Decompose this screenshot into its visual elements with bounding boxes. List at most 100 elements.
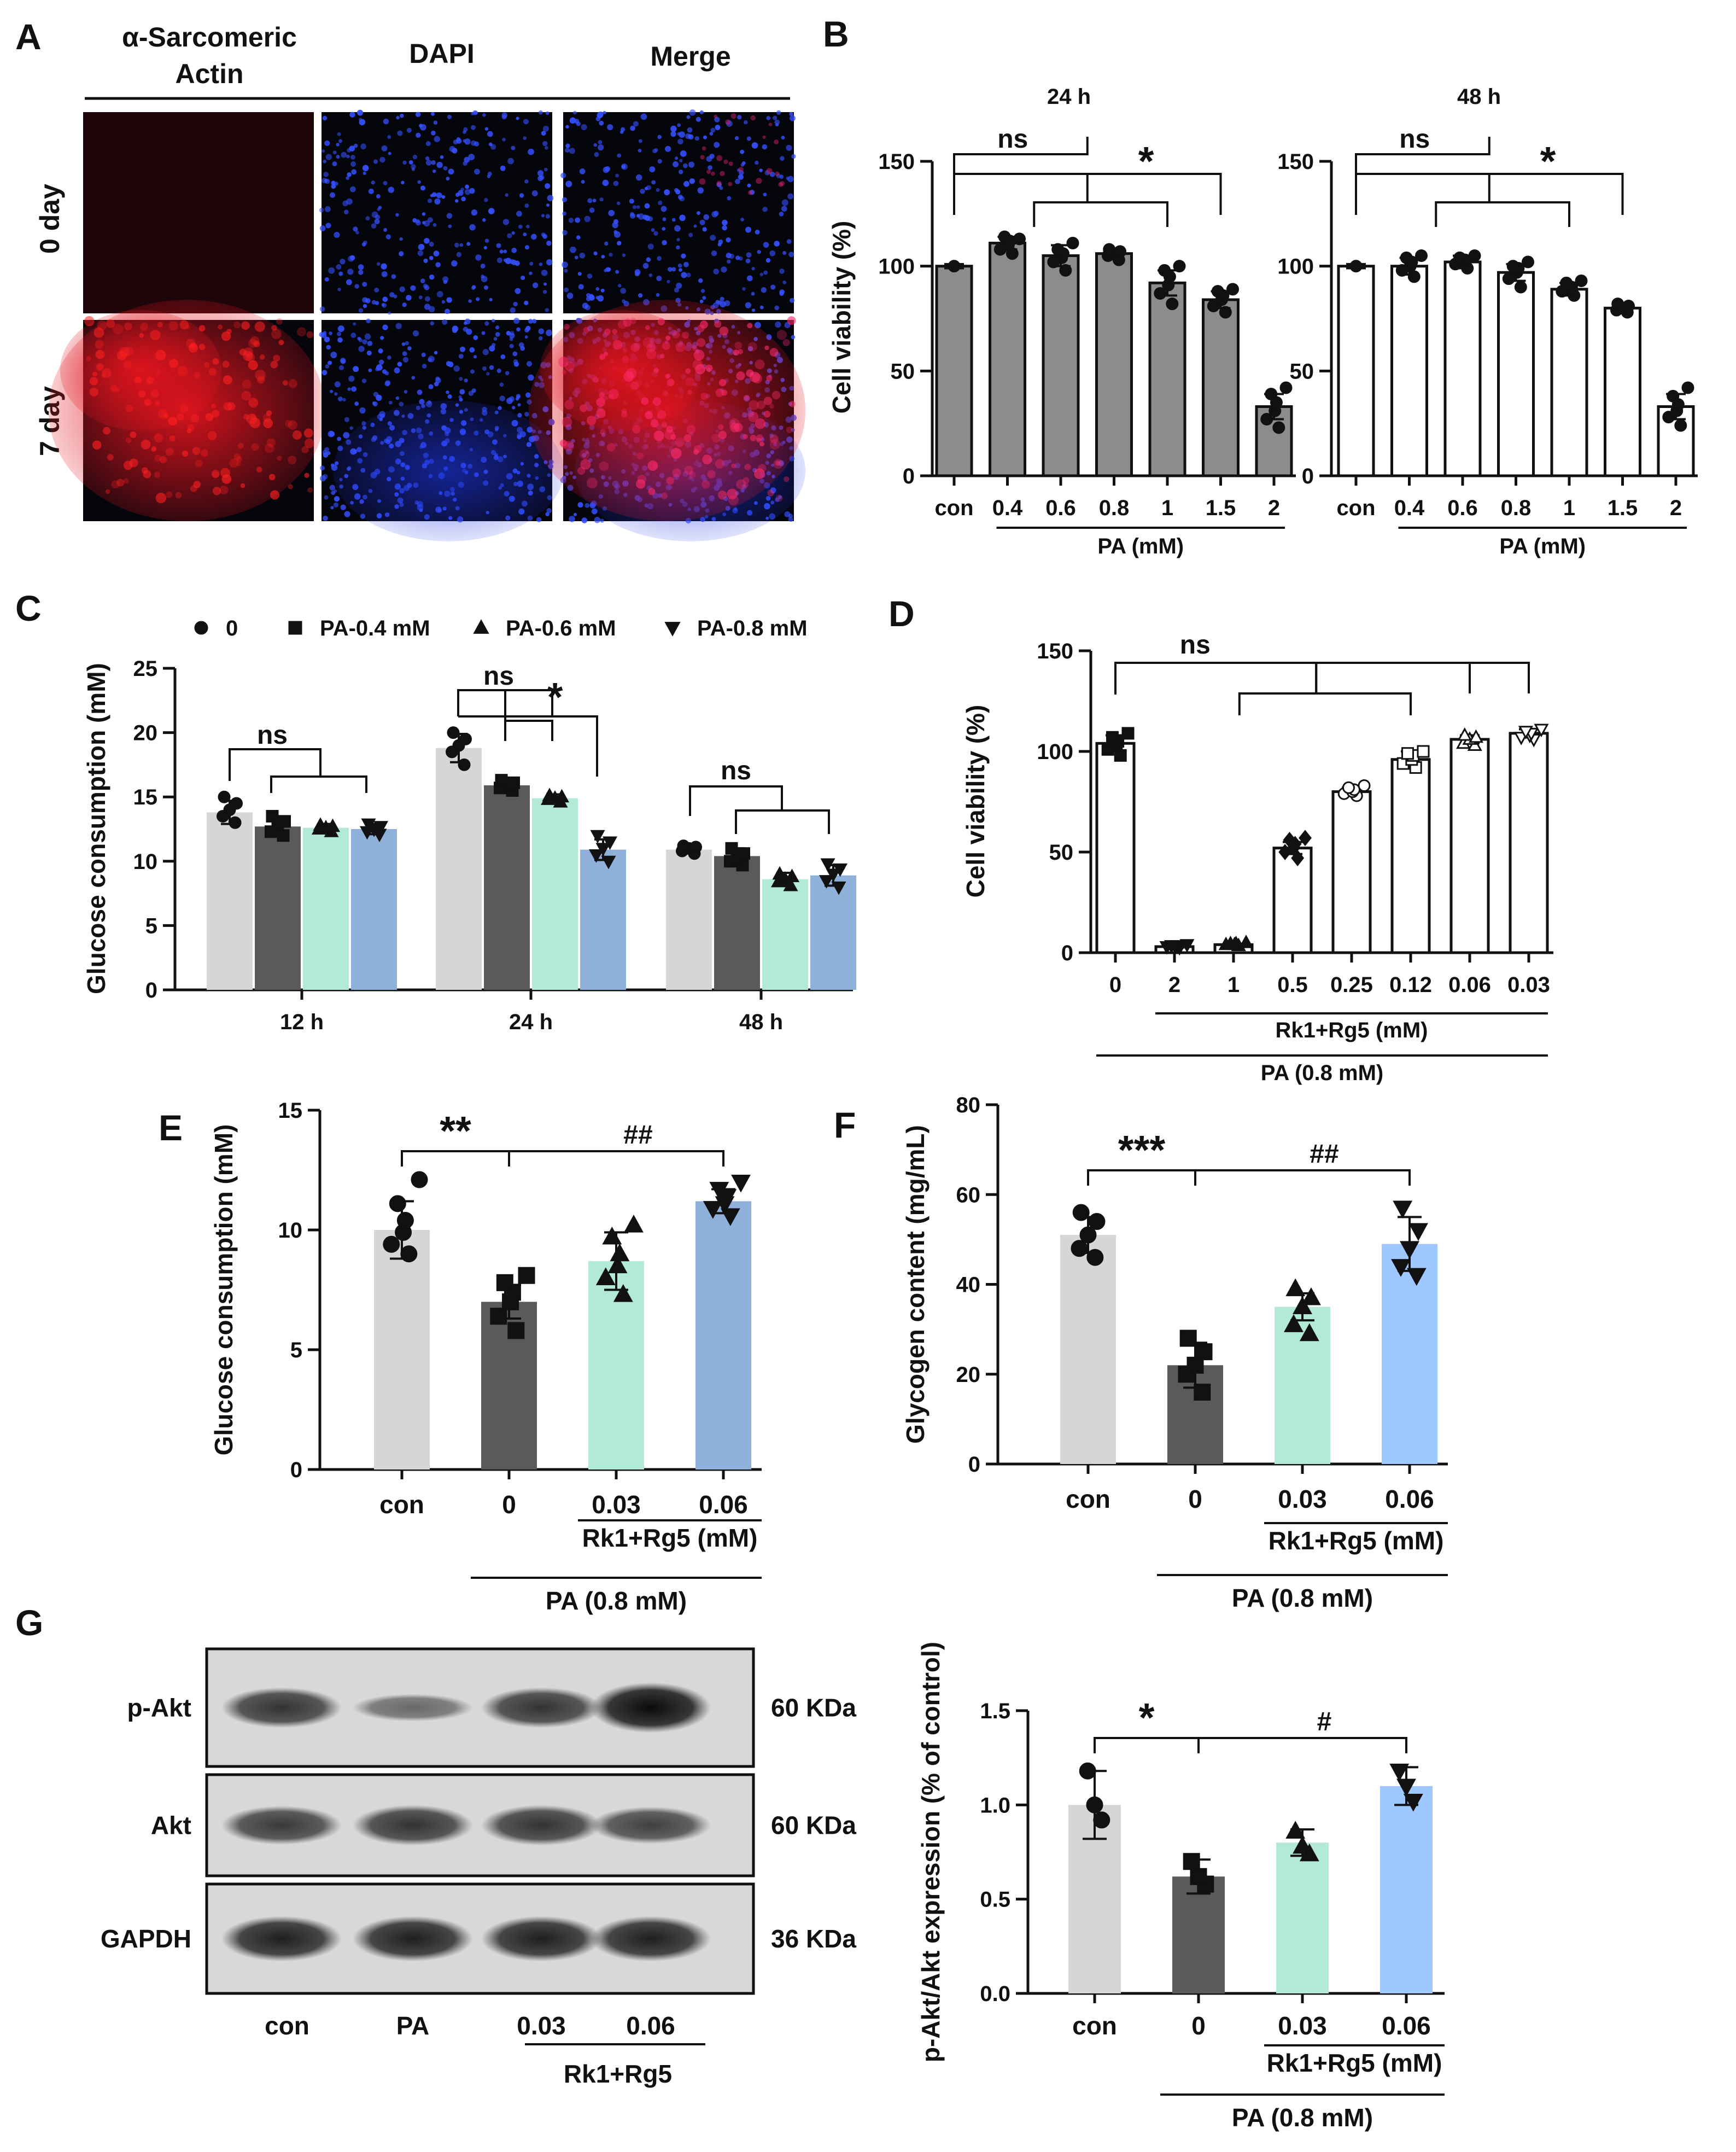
nucleus-dot <box>537 176 543 182</box>
nucleus-dot <box>714 142 720 148</box>
red-speck <box>697 338 706 347</box>
nucleus-dot <box>389 292 395 298</box>
x-tick-label: 0.06 <box>699 1490 748 1519</box>
nucleus-dot <box>649 166 656 173</box>
x-tick-label: 0.03 <box>1507 973 1550 997</box>
nucleus-dot <box>434 136 440 142</box>
nucleus-dot <box>372 401 376 405</box>
nucleus-dot <box>621 163 628 170</box>
data-point <box>1164 940 1179 954</box>
x-tick-label: 0.6 <box>1447 496 1478 520</box>
nucleus-dot <box>565 143 570 148</box>
significance-bracket-ns <box>504 720 553 741</box>
nucleus-dot <box>711 250 717 256</box>
nucleus-dot <box>436 192 442 199</box>
nucleus-dot <box>469 224 476 231</box>
panel-letter-d: D <box>889 593 915 634</box>
panel-e: Glucose consumption (mM) 0 5 10 15 con 0 0.03 0.… <box>159 1099 762 1615</box>
nucleus-dot <box>420 278 425 283</box>
nucleus-dot <box>592 199 597 203</box>
nucleus-dot <box>524 335 528 339</box>
y-tick-label: 20 <box>133 721 158 745</box>
red-speck <box>560 440 569 449</box>
red-speck <box>211 403 217 409</box>
nucleus-dot <box>396 115 400 120</box>
nucleus-dot <box>612 221 618 229</box>
red-speck <box>266 438 276 447</box>
nucleus-dot <box>751 308 756 312</box>
nucleus-dot <box>517 403 521 407</box>
nucleus-dot <box>735 255 740 260</box>
nucleus-dot <box>337 436 342 441</box>
red-speck <box>712 434 721 443</box>
y-tick-label: 0.0 <box>980 1982 1010 2006</box>
data-point <box>1417 745 1430 758</box>
nucleus-dot <box>422 221 426 225</box>
nucleus-dot <box>594 152 599 157</box>
red-speck <box>193 481 201 488</box>
nucleus-dot <box>422 212 426 216</box>
red-speck <box>749 400 759 411</box>
red-speck <box>763 411 771 418</box>
group-label-outer: PA (0.8 mM) <box>546 1587 687 1615</box>
nucleus-dot <box>358 308 364 313</box>
red-speck <box>288 484 293 489</box>
data-point <box>1285 1821 1306 1839</box>
red-speck <box>303 428 313 438</box>
nucleus-dot <box>430 321 435 326</box>
blot-size-label: 36 KDa <box>771 1924 856 1953</box>
red-speck <box>774 139 779 144</box>
nucleus-dot <box>446 390 449 394</box>
data-point <box>607 1255 628 1274</box>
nucleus-dot <box>528 319 533 324</box>
red-speck <box>211 470 220 479</box>
x-tick-label: 1 <box>1228 973 1240 997</box>
nucleus-dot <box>321 149 325 153</box>
blot-row-1: Akt 60 KDa <box>151 1773 856 1877</box>
nucleus-dot <box>423 258 428 263</box>
red-speck <box>304 438 314 448</box>
red-speck <box>203 361 210 368</box>
red-speck <box>685 368 691 374</box>
red-speck <box>715 459 725 469</box>
nucleus-dot <box>734 136 739 141</box>
data-point <box>1173 260 1186 273</box>
nucleus-dot <box>425 296 430 302</box>
nucleus-dot <box>465 184 469 189</box>
panel-letter-c: C <box>15 588 42 628</box>
bar-group-1: 24 h <box>436 726 626 1034</box>
nucleus-dot <box>471 388 476 393</box>
nucleus-dot <box>542 290 547 294</box>
data-point <box>1468 249 1481 262</box>
bar <box>1275 1307 1330 1464</box>
nucleus-dot <box>325 223 331 229</box>
panel-letter-e: E <box>159 1107 183 1148</box>
nucleus-dot <box>678 170 683 174</box>
red-speck <box>608 389 619 400</box>
nucleus-dot <box>487 131 493 137</box>
data-point <box>1506 260 1519 273</box>
red-speck <box>307 487 313 493</box>
red-speck <box>150 330 161 340</box>
nucleus-dot <box>636 205 640 209</box>
red-speck <box>106 319 115 328</box>
data-point <box>1293 1296 1312 1314</box>
red-speck <box>645 325 650 330</box>
nucleus-dot <box>710 235 716 241</box>
nucleus-dot <box>338 271 343 276</box>
nucleus-dot <box>453 365 460 372</box>
red-speck <box>194 372 201 378</box>
data-point <box>1223 935 1238 949</box>
data-point <box>1154 287 1167 300</box>
red-speck <box>112 323 124 335</box>
nucleus-dot <box>441 300 446 304</box>
blot-band <box>221 1687 342 1728</box>
nucleus-dot <box>391 274 396 279</box>
data-point <box>1391 1259 1411 1277</box>
nucleus-dot <box>747 183 751 188</box>
nucleus-dot <box>664 189 670 196</box>
nucleus-dot <box>338 365 344 371</box>
data-point <box>1681 381 1694 394</box>
nucleus-dot <box>381 145 388 151</box>
red-speck <box>682 331 689 339</box>
